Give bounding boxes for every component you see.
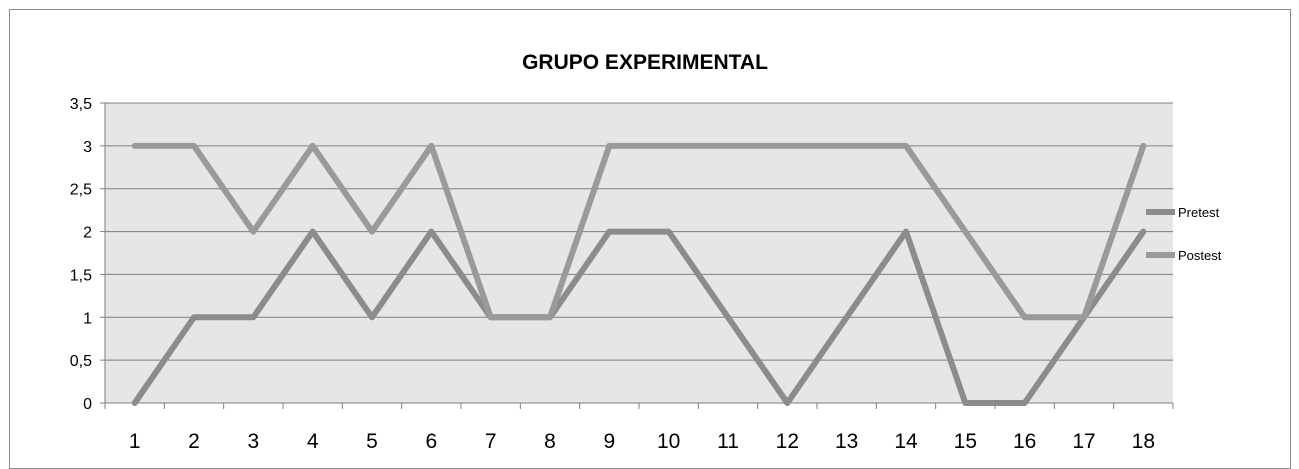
x-tick-label: 18 (1132, 430, 1155, 453)
y-tick-label: 1 (83, 310, 92, 327)
x-tick-label: 16 (1013, 430, 1036, 453)
x-tick-label: 13 (835, 430, 858, 453)
series-lines (131, 142, 1147, 406)
y-tick-label: 1,5 (70, 267, 92, 284)
x-tick-label: 6 (425, 430, 437, 453)
line-chart: 00,511,522,533,5 1 2 3 4 5 6 7 8 9 10 11 12 13 14 15 16… (70, 51, 1222, 453)
legend-label-pretest: Pretest (1178, 205, 1220, 220)
x-tick-label: 1 (129, 430, 141, 453)
x-tick-label: 11 (717, 430, 739, 453)
y-tick-label: 2,5 (70, 182, 92, 199)
x-tick-label: 4 (307, 430, 319, 453)
chart-title: GRUPO EXPERIMENTAL (522, 51, 768, 74)
x-tick-label: 3 (247, 430, 259, 453)
y-tick-label: 0 (83, 396, 92, 413)
x-tick-label: 10 (657, 430, 680, 453)
series-line-pretest (131, 228, 1147, 406)
x-tick-label: 5 (366, 430, 378, 453)
y-tick-label: 0,5 (70, 353, 92, 370)
x-tick-label: 14 (894, 430, 918, 453)
y-tick-label: 2 (83, 225, 92, 242)
x-tick-label: 7 (485, 430, 497, 453)
x-tick-label: 17 (1072, 430, 1095, 453)
legend: Pretest Postest (1146, 205, 1222, 263)
x-tick-label: 9 (603, 430, 615, 453)
x-tick-label: 8 (544, 430, 556, 453)
y-tick-label: 3,5 (70, 96, 92, 113)
legend-label-postest: Postest (1178, 248, 1222, 263)
x-tick-labels: 1 2 3 4 5 6 7 8 9 10 11 12 13 14 15 16 17 18 (104, 403, 1174, 453)
x-tick-label: 12 (776, 430, 799, 453)
y-tick-labels: 0 0,5 1 1,5 2 2,5 3 3,5 (70, 96, 105, 413)
plot-area (105, 103, 1173, 403)
y-tick-label: 3 (83, 139, 92, 156)
series-line-postest (131, 142, 1147, 321)
x-tick-label: 15 (954, 430, 977, 453)
x-tick-label: 2 (188, 430, 200, 453)
